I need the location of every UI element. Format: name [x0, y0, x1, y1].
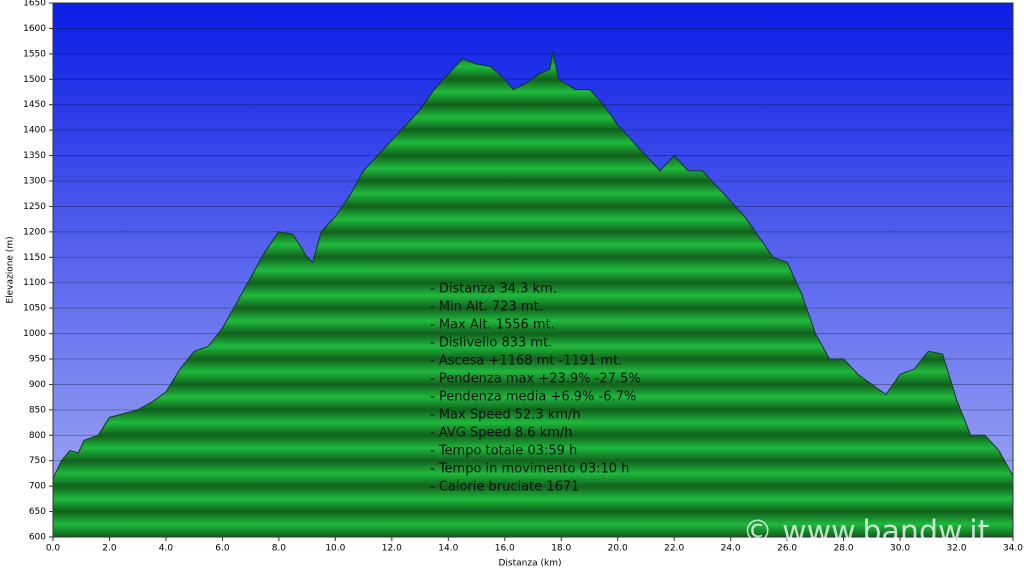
y-tick-label: 1300 — [23, 177, 46, 187]
x-tick-label: 24.0 — [721, 544, 741, 554]
y-tick-label: 850 — [29, 405, 46, 415]
x-tick-label: 34.0 — [1003, 544, 1023, 554]
x-tick-label: 6.0 — [215, 544, 230, 554]
y-tick-label: 1000 — [23, 329, 46, 339]
elevation-area — [52, 50, 1014, 538]
annotation: - Tempo in movimento 03:10 h — [430, 462, 629, 477]
x-tick-label: 0.0 — [46, 544, 61, 554]
x-tick-label: 26.0 — [777, 544, 797, 554]
annotation: - Pendenza media +6.9% -6.7% — [430, 390, 636, 405]
y-tick-label: 700 — [29, 482, 46, 492]
x-tick-label: 10.0 — [325, 544, 345, 554]
x-tick-label: 4.0 — [159, 544, 174, 554]
watermark: © www.bandw.it — [743, 515, 990, 550]
annotation: - Min Alt. 723 mt. — [430, 300, 543, 315]
x-tick-label: 14.0 — [438, 544, 458, 554]
y-tick-label: 1150 — [23, 253, 46, 263]
y-tick-label: 1650 — [23, 0, 46, 9]
annotation: - Dislivello 833 mt. — [430, 336, 552, 351]
y-tick-label: 1450 — [23, 100, 46, 110]
x-tick-label: 20.0 — [608, 544, 628, 554]
y-tick-label: 1550 — [23, 49, 46, 59]
x-tick-label: 16.0 — [495, 544, 515, 554]
y-tick-label: 1350 — [23, 151, 46, 161]
y-axis-label: Elevazione (m) — [6, 236, 16, 303]
annotation: - Max Alt. 1556 mt. — [430, 318, 555, 333]
x-tick-label: 2.0 — [102, 544, 117, 554]
y-tick-label: 950 — [29, 355, 46, 365]
annotation: - AVG Speed 8.6 km/h — [430, 426, 573, 441]
annotation: - Tempo totale 03:59 h — [430, 444, 577, 459]
annotation: - Distanza 34.3 km. — [430, 282, 557, 297]
x-tick-label: 18.0 — [551, 544, 571, 554]
y-tick-label: 600 — [29, 533, 46, 543]
y-tick-label: 750 — [29, 456, 46, 466]
annotation: - Pendenza max +23.9% -27.5% — [430, 372, 641, 387]
x-tick-label: 30.0 — [890, 544, 910, 554]
x-tick-label: 12.0 — [382, 544, 402, 554]
x-tick-label: 28.0 — [834, 544, 854, 554]
y-tick-label: 1050 — [23, 304, 46, 314]
y-tick-label: 650 — [29, 507, 46, 517]
y-tick-label: 900 — [29, 380, 46, 390]
x-tick-label: 8.0 — [272, 544, 287, 554]
annotation: - Calorie bruciate 1671 — [430, 480, 579, 495]
y-tick-label: 800 — [29, 431, 46, 441]
y-tick-label: 1600 — [23, 24, 46, 34]
x-axis-label: Distanza (km) — [499, 559, 562, 569]
x-tick-label: 22.0 — [664, 544, 684, 554]
annotation: - Max Speed 52.3 km/h — [430, 408, 581, 423]
y-tick-label: 1500 — [23, 75, 46, 85]
y-tick-label: 1100 — [23, 278, 46, 288]
annotation: - Ascesa +1168 mt -1191 mt. — [430, 354, 622, 369]
y-tick-label: 1250 — [23, 202, 46, 212]
x-tick-label: 32.0 — [947, 544, 967, 554]
y-tick-label: 1200 — [23, 227, 46, 237]
elevation-tint — [53, 50, 1013, 537]
plot-frame — [52, 2, 1014, 538]
y-tick-label: 1400 — [23, 126, 46, 136]
